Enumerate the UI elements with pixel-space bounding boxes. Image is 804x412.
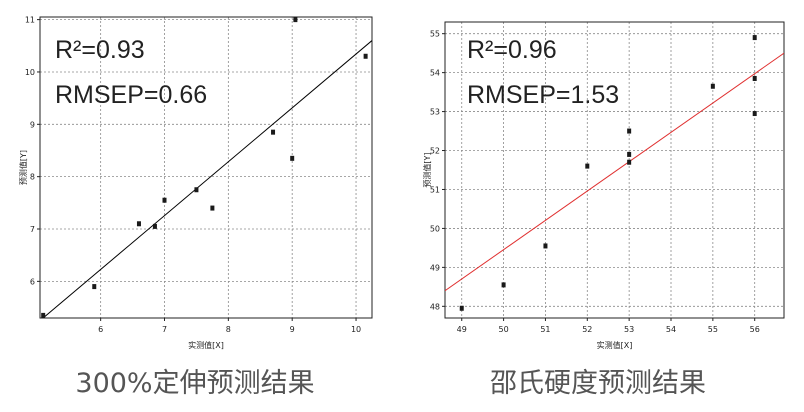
y-tick-label: 9 (30, 120, 35, 129)
r-squared-annotation: R²=0.93 (55, 36, 145, 64)
data-point (710, 83, 715, 89)
data-point (290, 155, 295, 161)
data-point (152, 223, 157, 229)
chart-300pct-modulus: 6 7 8 9 10 6 7 8 9 10 11 实测值[X] 预测值[Y] R²=0.93 RMSEP=0… (18, 16, 373, 399)
x-tick-label: 6 (98, 325, 103, 334)
fit-line (445, 52, 784, 292)
x-tick-label: 55 (708, 325, 718, 334)
y-tick-label: 51 (430, 185, 440, 194)
data-point (194, 187, 199, 193)
chart-caption: 300%定伸预测结果 (75, 368, 314, 399)
y-tick-label: 6 (30, 277, 35, 286)
data-point (752, 35, 757, 41)
y-tick-label: 50 (430, 224, 440, 233)
y-tick-label: 53 (430, 108, 440, 117)
y-tick-label: 10 (25, 68, 35, 77)
fit-line (42, 40, 372, 318)
data-point (363, 53, 368, 59)
y-tick-label: 7 (30, 225, 35, 234)
data-point (752, 75, 757, 81)
y-tick-label: 54 (430, 69, 440, 78)
x-tick-label: 53 (624, 325, 634, 334)
data-point (627, 151, 632, 157)
data-point (41, 312, 46, 318)
data-point (543, 243, 548, 249)
x-tick-label: 51 (540, 325, 550, 334)
y-tick-label: 8 (30, 173, 35, 182)
plot-frame (39, 16, 373, 319)
data-point (752, 111, 757, 117)
y-tick-label: 49 (430, 263, 440, 272)
data-point (585, 163, 590, 169)
x-tick-label: 54 (666, 325, 676, 334)
data-point (271, 129, 276, 135)
y-tick-label: 55 (430, 30, 440, 39)
rmsep-annotation: RMSEP=1.53 (467, 81, 619, 109)
y-axis-label: 预测值[Y] (18, 150, 28, 185)
chart-shore-hardness: 49 50 51 52 53 54 55 56 48 49 50 51 52 53 54 55 实测值[X] 预测… (422, 21, 785, 399)
data-point (92, 284, 97, 290)
chart-caption: 邵氏硬度预测结果 (490, 368, 706, 399)
data-point (162, 197, 167, 203)
x-tick-label: 9 (290, 325, 295, 334)
x-axis-label: 实测值[X] (188, 340, 224, 350)
y-tick-label: 48 (430, 302, 440, 311)
x-tick-label: 56 (750, 325, 760, 334)
data-point (459, 305, 464, 311)
x-tick-label: 52 (582, 325, 592, 334)
data-point (501, 282, 506, 288)
plot-frame (444, 21, 785, 319)
r-squared-annotation: R²=0.96 (467, 36, 557, 64)
x-tick-label: 50 (498, 325, 508, 334)
y-axis-label: 预测值[Y] (422, 152, 432, 187)
rmsep-annotation: RMSEP=0.66 (55, 81, 207, 109)
data-point (293, 17, 298, 23)
x-tick-label: 7 (162, 325, 167, 334)
data-point (210, 205, 215, 211)
y-tick-label: 11 (25, 16, 35, 25)
data-point (627, 128, 632, 134)
y-tick-label: 52 (430, 147, 440, 156)
x-tick-label: 49 (457, 325, 467, 334)
x-tick-label: 8 (226, 325, 231, 334)
x-axis-label: 实测值[X] (597, 340, 633, 350)
data-point (136, 221, 141, 227)
data-point (627, 159, 632, 165)
x-tick-label: 10 (351, 325, 361, 334)
